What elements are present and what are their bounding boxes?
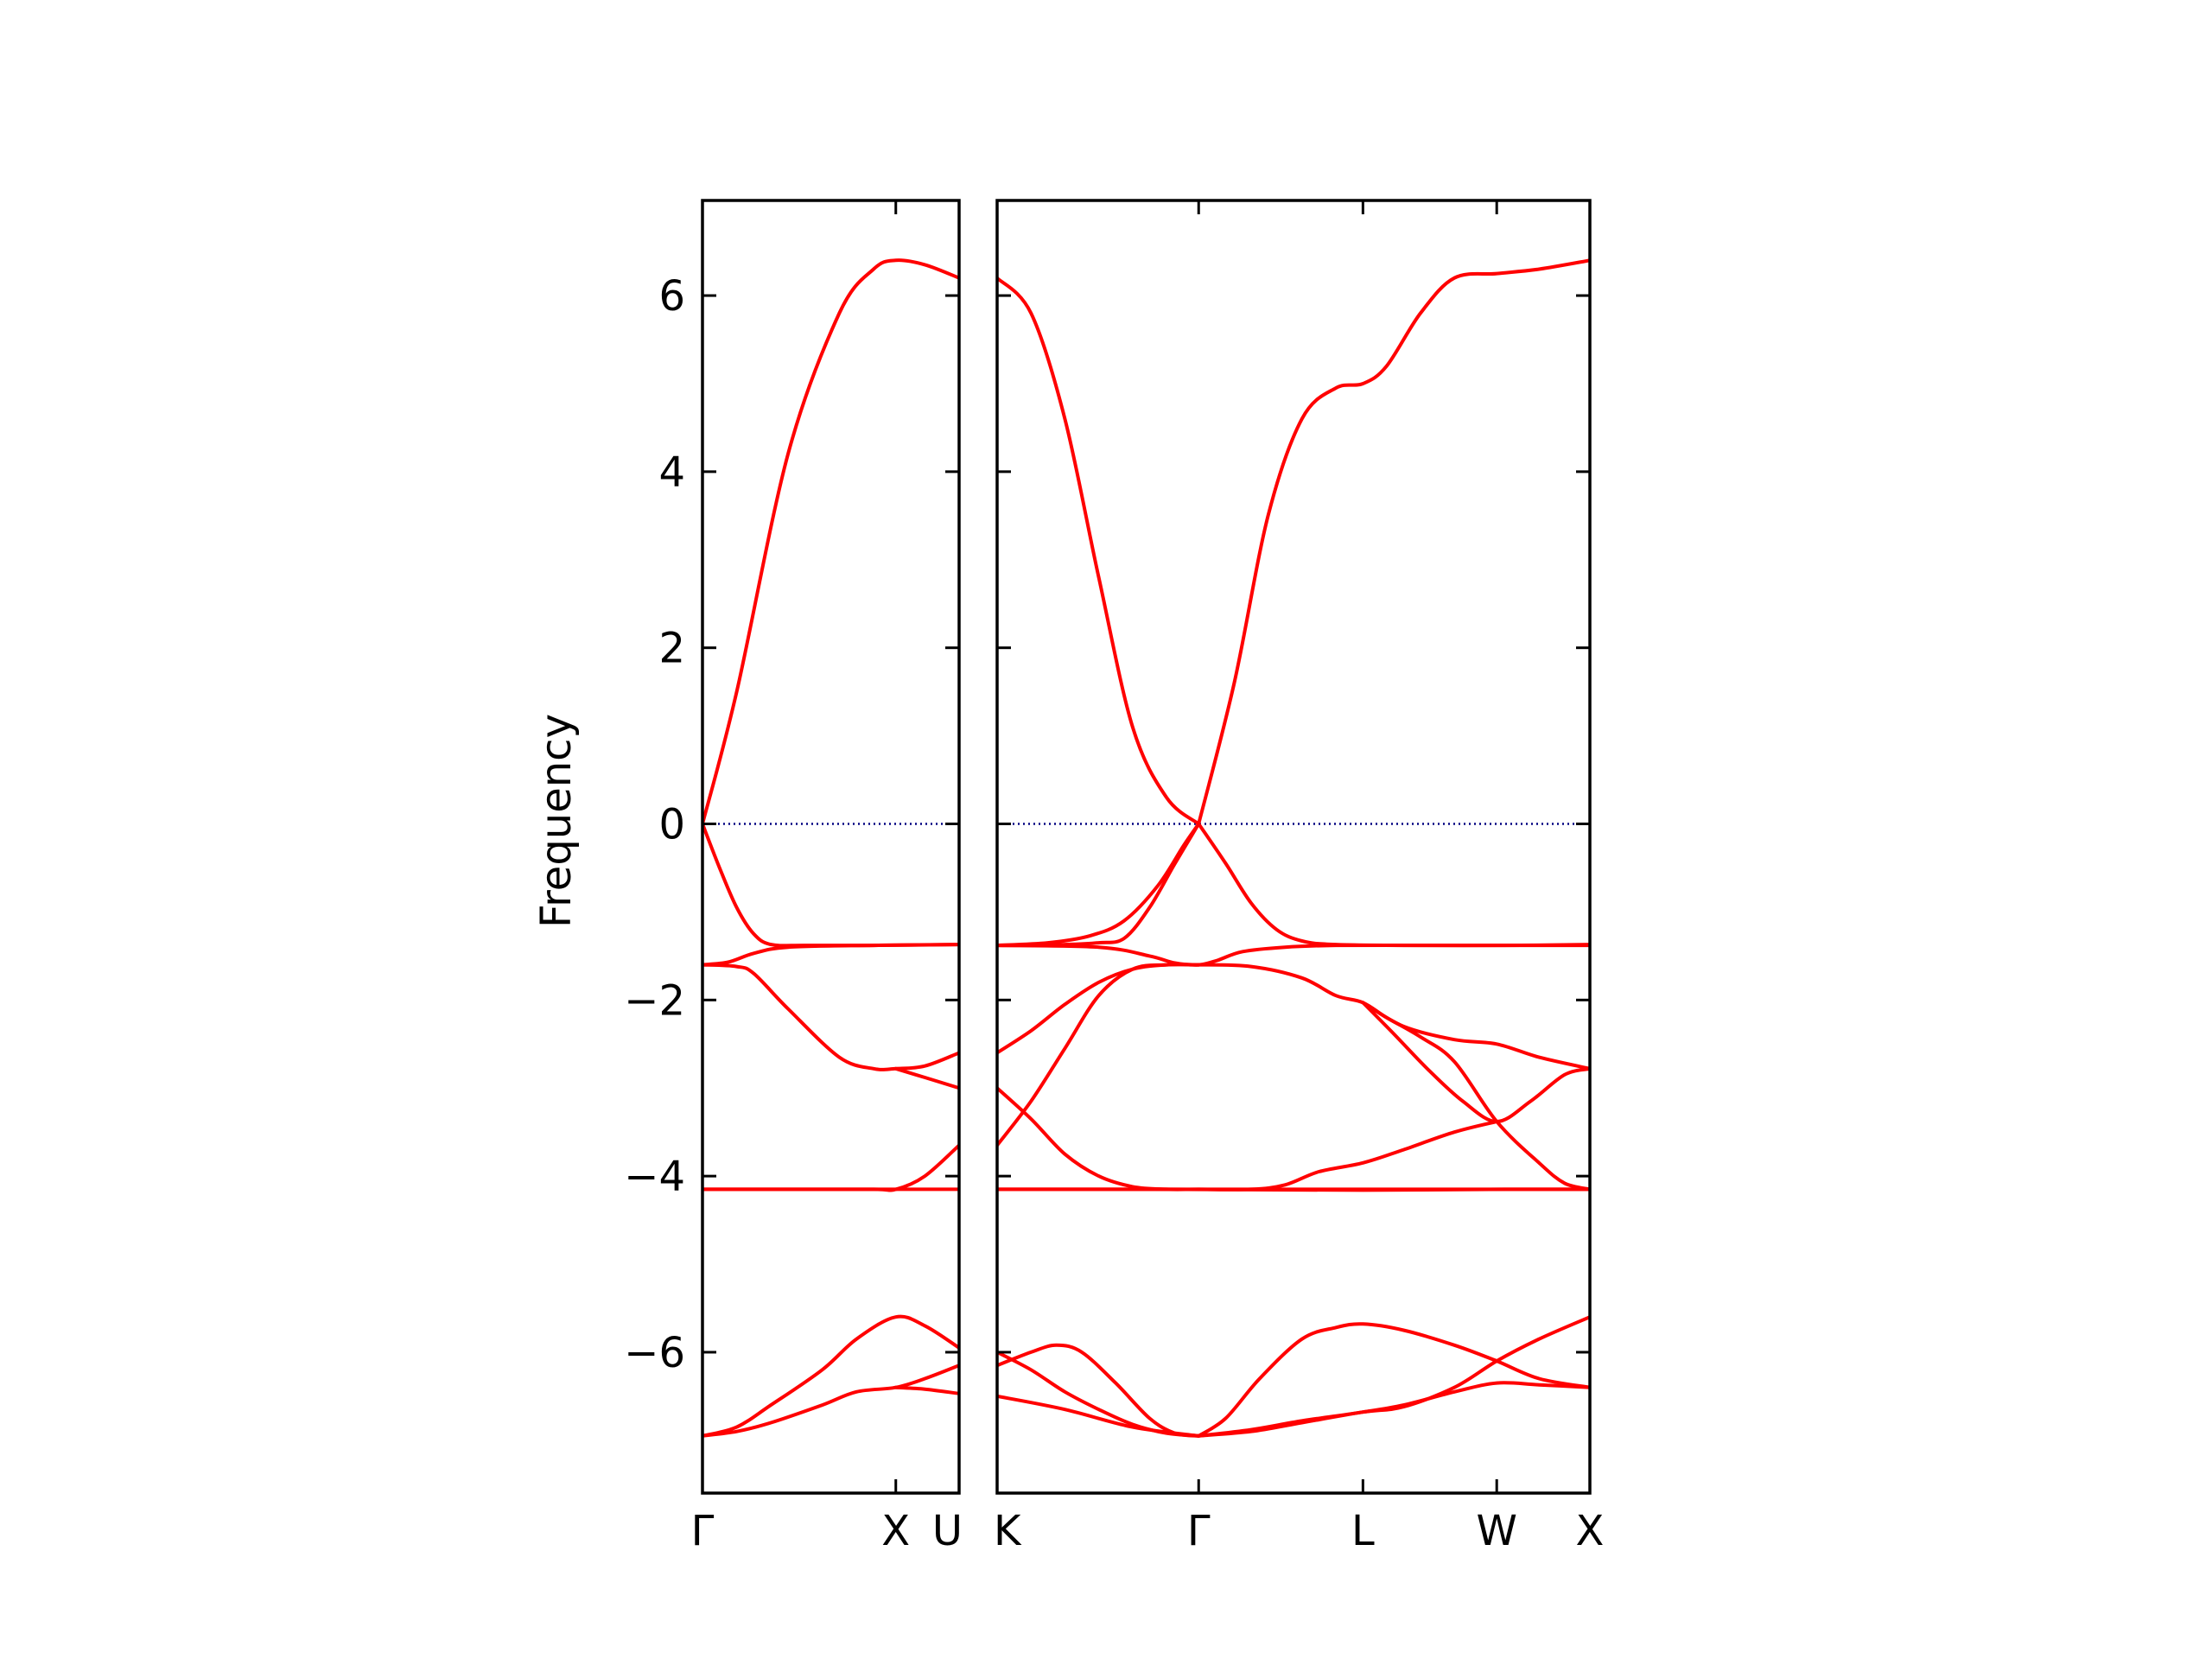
band-series-10 xyxy=(1361,1001,1590,1071)
axes-frame xyxy=(995,199,1592,1495)
x-tick-label-Γ: Γ xyxy=(1187,1507,1211,1555)
band-series-17 xyxy=(997,1394,1201,1438)
band-series-4 xyxy=(702,963,959,1071)
band-series-2 xyxy=(1197,258,1590,826)
band-series-20 xyxy=(1197,1381,1590,1438)
y-tick-label: 2 xyxy=(658,625,685,673)
x-tick-label-L: L xyxy=(1351,1507,1375,1555)
band-series-1 xyxy=(997,276,1201,826)
axes-frame xyxy=(701,199,961,1495)
band-series-8 xyxy=(702,1314,959,1438)
y-tick-label: −4 xyxy=(624,1153,685,1201)
band-series-8 xyxy=(997,963,1201,1147)
band-lines xyxy=(997,258,1590,1438)
y-tick-label: −6 xyxy=(624,1329,685,1377)
x-tick-label-W: W xyxy=(1476,1507,1516,1555)
band-series-18 xyxy=(1197,1322,1590,1438)
band-series-3 xyxy=(702,943,959,967)
band-series-11 xyxy=(1361,1001,1590,1123)
band-series-10 xyxy=(893,1385,959,1395)
x-tick-label-Γ: Γ xyxy=(691,1507,715,1555)
band-series-14 xyxy=(997,1187,1590,1192)
x-tick-label-X: X xyxy=(1576,1507,1605,1555)
y-tick-label: 4 xyxy=(658,448,685,497)
panel-gamma-x-u: −6 −4 −2 0 2 4 6 Γ X U xyxy=(624,199,963,1555)
x-tick-label-U: U xyxy=(932,1507,963,1555)
band-series-1 xyxy=(702,258,959,826)
band-lines xyxy=(702,258,959,1438)
y-tick-label: 6 xyxy=(658,272,685,321)
y-axis-label: Frequency xyxy=(532,714,581,928)
x-tick-label-X: X xyxy=(881,1507,910,1555)
y-tick-label: 0 xyxy=(658,801,685,849)
y-tick-label: −2 xyxy=(624,976,685,1025)
x-tick-label-K: K xyxy=(994,1507,1022,1555)
band-series-9 xyxy=(702,1363,959,1438)
band-series-6 xyxy=(997,943,1590,967)
band-series-5 xyxy=(893,1066,959,1090)
